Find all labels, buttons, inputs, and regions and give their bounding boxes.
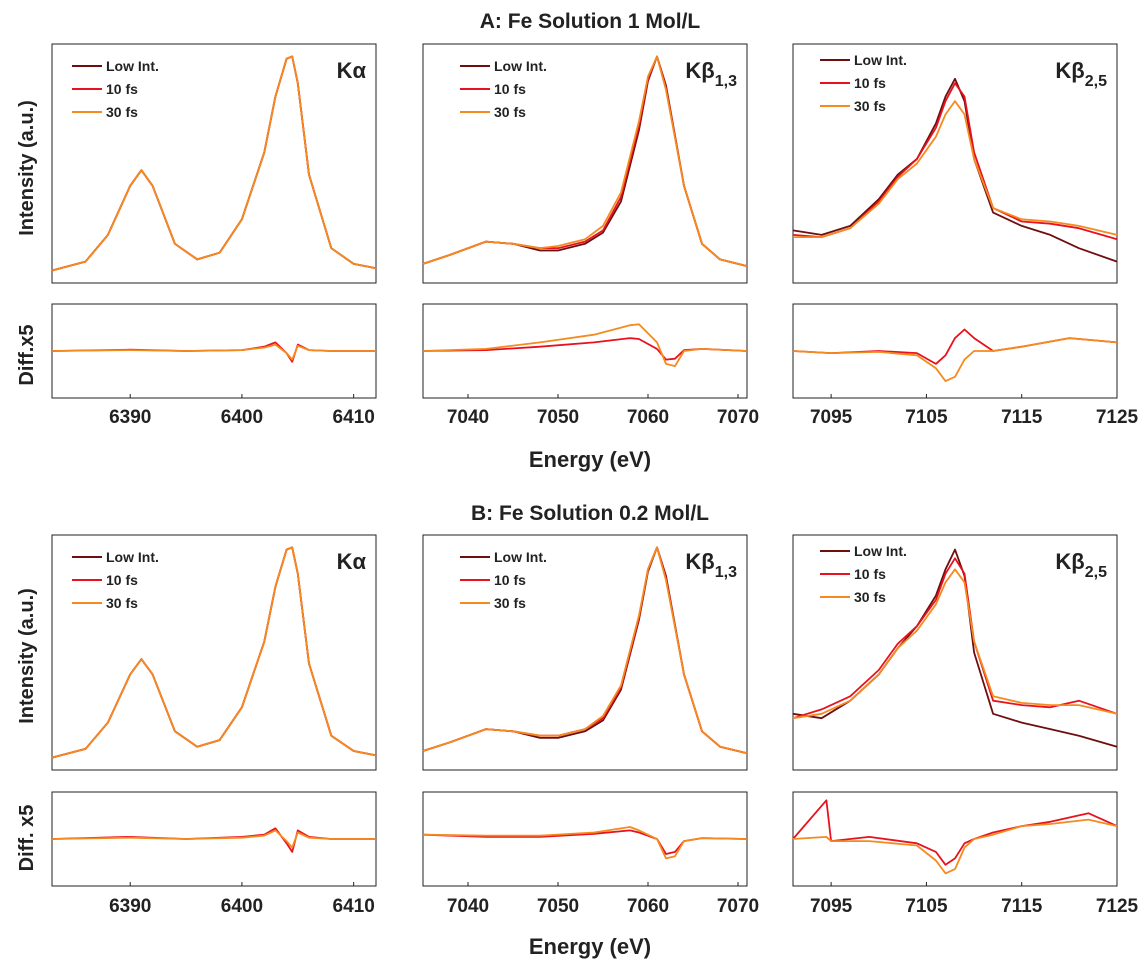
- legend-label: Low Int.: [854, 543, 907, 559]
- y-axis-label-diff-a: Diff.x5: [16, 324, 38, 385]
- line-label: Kβ1,3: [685, 549, 737, 581]
- subplot-a-main-1: Low Int. 10 fs 30 fs Kα: [51, 43, 377, 284]
- series-line-30-fs: [792, 818, 1118, 875]
- axes-frame: [51, 43, 377, 284]
- x-tick-label: 7050: [537, 407, 579, 428]
- x-tick-label: 7095: [810, 407, 853, 428]
- line-label: Kβ1,3: [685, 58, 737, 90]
- panel-a-title: A: Fe Solution 1 Mol/L: [480, 10, 701, 33]
- x-tick-label: 7070: [717, 896, 759, 917]
- series-line-low-int: [792, 77, 1118, 263]
- line-label-subscript: 1,3: [715, 73, 737, 90]
- legend-label: 10 fs: [854, 75, 886, 91]
- x-tick-label: 7040: [447, 407, 489, 428]
- subplot-a-main-3: Low Int. 10 fs 30 fs Kβ2,5: [792, 43, 1118, 284]
- series-line-30-fs: [792, 337, 1118, 383]
- line-label-main: Kβ: [1055, 549, 1084, 574]
- legend-label: 10 fs: [854, 566, 886, 582]
- subplot-a-diff-1: 6390 6400 6410: [51, 303, 377, 428]
- subplot-b-diff-1: 6390 6400 6410: [51, 791, 377, 917]
- legend-label: 10 fs: [106, 81, 138, 97]
- line-label-subscript: 1,3: [715, 564, 737, 581]
- y-axis-label-intensity-b: Intensity (a.u.): [16, 588, 38, 724]
- series-line-30-fs: [51, 55, 377, 272]
- legend-label: Low Int.: [106, 58, 159, 74]
- line-label-main: Kβ: [685, 549, 714, 574]
- x-tick-label: 7105: [905, 407, 948, 428]
- legend-label: Low Int.: [854, 52, 907, 68]
- legend-label: 10 fs: [494, 81, 526, 97]
- axes-frame: [792, 303, 1118, 399]
- x-tick-label: 7125: [1096, 896, 1139, 917]
- legend-label: Low Int.: [106, 549, 159, 565]
- x-axis-label-b: Energy (eV): [529, 934, 651, 959]
- legend-label: 30 fs: [854, 589, 886, 605]
- x-axis-label-a: Energy (eV): [529, 447, 651, 472]
- y-axis-label-diff-b: Diff. x5: [16, 805, 38, 872]
- x-tick-label: 7115: [1001, 896, 1043, 917]
- series-line-10-fs: [792, 557, 1118, 720]
- x-tick-label: 7060: [627, 407, 669, 428]
- legend-label: 10 fs: [494, 572, 526, 588]
- x-tick-label: 6400: [221, 407, 263, 428]
- x-tick-label: 6410: [333, 896, 375, 917]
- line-label: Kβ2,5: [1055, 549, 1107, 581]
- line-label-main: Kβ: [685, 58, 714, 83]
- y-axis-label-intensity-a: Intensity (a.u.): [16, 100, 38, 236]
- panel-b-title: B: Fe Solution 0.2 Mol/L: [471, 502, 709, 525]
- subplot-a-diff-2: 7040 7050 7060 7070: [422, 303, 759, 428]
- subplot-b-diff-2: 7040 7050 7060 7070: [422, 791, 759, 917]
- line-label-main: Kβ: [1055, 58, 1084, 83]
- legend-label: 30 fs: [106, 104, 138, 120]
- x-tick-label: 7095: [810, 896, 853, 917]
- line-label-subscript: 2,5: [1085, 73, 1107, 90]
- legend-label: 30 fs: [854, 98, 886, 114]
- x-tick-label: 7115: [1001, 407, 1043, 428]
- series-line-30-fs: [422, 826, 748, 860]
- x-tick-label: 6410: [333, 407, 375, 428]
- legend-label: 30 fs: [494, 104, 526, 120]
- x-tick-label: 6390: [109, 407, 151, 428]
- series-line-30-fs: [51, 546, 377, 759]
- x-tick-label: 7040: [447, 896, 489, 917]
- line-label: Kα: [337, 549, 367, 574]
- series-line-30-fs: [793, 100, 1118, 239]
- line-label-subscript: 2,5: [1085, 564, 1107, 581]
- axes-frame: [51, 534, 377, 771]
- legend-label: 30 fs: [494, 595, 526, 611]
- subplot-b-main-1: Low Int. 10 fs 30 fs Kα: [51, 534, 377, 771]
- series-line-10-fs: [792, 799, 1118, 866]
- subplot-b-main-3: Low Int. 10 fs 30 fs Kβ2,5: [792, 534, 1118, 771]
- x-tick-label: 7060: [627, 896, 669, 917]
- x-tick-label: 7050: [537, 896, 579, 917]
- legend-label: 30 fs: [106, 595, 138, 611]
- series-line-30-fs: [422, 323, 748, 368]
- x-tick-label: 7070: [717, 407, 759, 428]
- legend-label: Low Int.: [494, 549, 547, 565]
- legend-label: Low Int.: [494, 58, 547, 74]
- subplot-b-diff-3: 7095 7105 7115 7125: [792, 791, 1139, 917]
- axes-frame: [792, 791, 1118, 887]
- subplot-a-main-2: Low Int. 10 fs 30 fs Kβ1,3: [422, 43, 748, 284]
- legend-label: 10 fs: [106, 572, 138, 588]
- series-line-30-fs: [51, 829, 376, 849]
- line-label: Kβ2,5: [1055, 58, 1107, 90]
- x-tick-label: 6400: [221, 896, 263, 917]
- series-line-30-fs: [51, 343, 376, 361]
- subplot-a-diff-3: 7095 7105 7115 7125: [792, 303, 1139, 428]
- series-line-30-fs: [792, 568, 1118, 720]
- x-tick-label: 6390: [109, 896, 151, 917]
- plot-area: Low Int. 10 fs 30 fs Kα Low Int. 10 fs 30 fs Kβ…: [51, 43, 1139, 917]
- series-line-30-fs: [422, 55, 748, 267]
- x-tick-label: 7105: [905, 896, 948, 917]
- x-tick-label: 7125: [1096, 407, 1139, 428]
- subplot-b-main-2: Low Int. 10 fs 30 fs Kβ1,3: [422, 534, 748, 771]
- series-line-30-fs: [422, 546, 748, 755]
- line-label: Kα: [337, 58, 367, 83]
